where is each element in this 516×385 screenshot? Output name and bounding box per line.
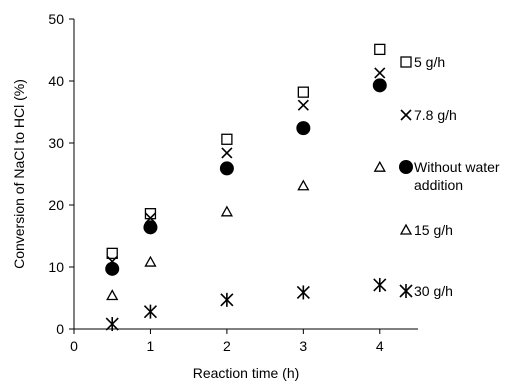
legend-label: addition bbox=[414, 177, 463, 193]
legend-marker bbox=[399, 160, 413, 174]
data-point bbox=[372, 78, 387, 93]
x-tick-label: 3 bbox=[299, 338, 307, 354]
y-tick-label: 50 bbox=[48, 11, 64, 27]
data-point bbox=[105, 261, 120, 276]
data-point bbox=[296, 121, 311, 136]
data-point bbox=[143, 220, 158, 235]
data-point bbox=[105, 317, 119, 332]
x-axis-title: Reaction time (h) bbox=[193, 365, 300, 381]
data-point bbox=[297, 179, 310, 191]
y-tick-label: 0 bbox=[56, 321, 64, 337]
legend-marker bbox=[400, 56, 412, 68]
data-point bbox=[297, 86, 309, 98]
legend-entry: Without water addition bbox=[399, 159, 500, 193]
x-tick-label: 2 bbox=[223, 338, 231, 354]
data-point bbox=[296, 285, 310, 300]
data-point bbox=[106, 247, 118, 260]
x-ticks: 0 1 2 3 4 bbox=[70, 329, 384, 354]
data-point bbox=[220, 292, 234, 307]
legend-entry: 7.8 g/h bbox=[400, 107, 457, 123]
data-point bbox=[374, 43, 386, 56]
x-tick-label: 4 bbox=[376, 338, 384, 354]
legend-label: 5 g/h bbox=[414, 54, 445, 70]
y-tick-label: 10 bbox=[48, 259, 64, 275]
legend-entry: 15 g/h bbox=[399, 222, 453, 238]
legend-label: 15 g/h bbox=[414, 222, 453, 238]
data-point bbox=[297, 99, 309, 111]
axes bbox=[73, 19, 418, 330]
legend-entry: 30 g/h bbox=[399, 283, 453, 299]
y-tick-label: 40 bbox=[48, 73, 64, 89]
data-point bbox=[220, 205, 233, 217]
x-tick-label: 0 bbox=[70, 338, 78, 354]
x-tick-label: 1 bbox=[147, 338, 155, 354]
data-point bbox=[143, 304, 158, 319]
data-point bbox=[374, 67, 386, 79]
data-markers bbox=[105, 43, 387, 332]
legend: 5 g/h 7.8 g/h Without water addition 15 g/h 3… bbox=[399, 54, 500, 299]
y-tick-label: 30 bbox=[48, 135, 64, 151]
legend-label: Without water bbox=[414, 159, 500, 175]
legend-marker bbox=[399, 223, 413, 235]
y-ticks: 0 10 20 30 40 50 bbox=[48, 11, 74, 337]
data-point bbox=[221, 133, 233, 145]
legend-label: 7.8 g/h bbox=[414, 107, 457, 123]
data-point bbox=[373, 160, 386, 172]
legend-label: 30 g/h bbox=[414, 283, 453, 299]
y-tick-label: 20 bbox=[48, 197, 64, 213]
data-point bbox=[373, 277, 387, 292]
y-axis-title: Conversion of NaCl to HCl (%) bbox=[11, 79, 27, 269]
data-point bbox=[106, 289, 119, 301]
data-point bbox=[219, 161, 234, 176]
data-point bbox=[144, 255, 157, 267]
legend-marker bbox=[399, 284, 413, 298]
data-point bbox=[221, 147, 233, 159]
legend-marker bbox=[400, 109, 412, 121]
legend-entry: 5 g/h bbox=[400, 54, 445, 70]
